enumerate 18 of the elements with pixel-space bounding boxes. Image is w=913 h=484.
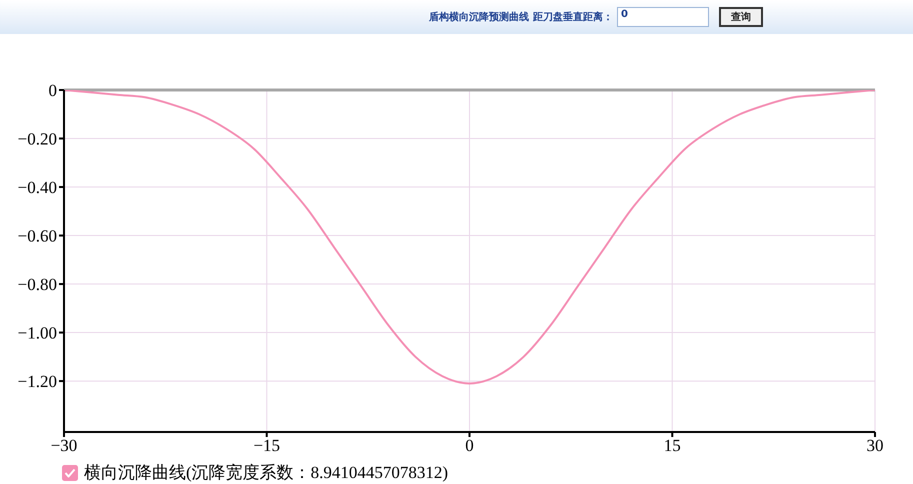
chart-title: 盾构横向沉降预测曲线 xyxy=(429,10,529,24)
y-tick-label: −0.40 xyxy=(18,178,57,198)
y-tick-label: 0 xyxy=(48,81,57,100)
x-tick-label: −30 xyxy=(50,436,78,456)
x-tick-label: −15 xyxy=(253,436,280,456)
y-tick-label: −1.20 xyxy=(18,372,57,392)
y-tick-label: −0.20 xyxy=(18,130,57,149)
y-tick-label: −0.80 xyxy=(18,275,57,294)
query-button: 查询 xyxy=(719,7,763,27)
x-tick-label: 0 xyxy=(465,436,474,456)
text: 距刀盘垂直距离： xyxy=(533,10,613,24)
text-field: 0 xyxy=(617,7,709,27)
y-tick-label: −1.00 xyxy=(18,324,57,343)
line-series xyxy=(64,90,875,384)
x-tick-label: 30 xyxy=(866,436,884,456)
y-tick-label: −0.60 xyxy=(18,226,57,246)
legend-label: 横向沉降曲线(沉降宽度系数：8.94104457078312) xyxy=(84,462,448,484)
x-tick-label: 15 xyxy=(664,436,681,456)
